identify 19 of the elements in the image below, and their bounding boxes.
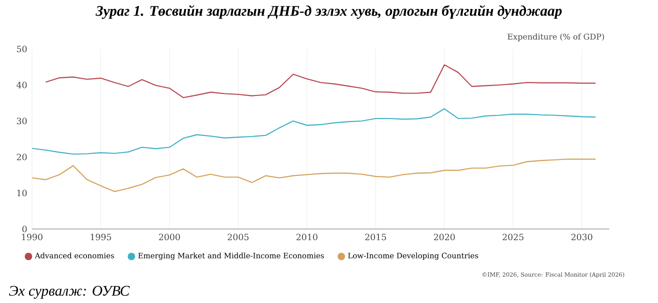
x-tick-label: 2020 (434, 234, 455, 240)
x-tick-label: 2000 (159, 234, 180, 240)
x-tick-label: 1990 (22, 234, 42, 240)
y-tick-label: 50 (17, 46, 27, 52)
x-tick-label: 2025 (502, 234, 524, 240)
x-tick-label: 2015 (365, 234, 386, 240)
y-tick-label: 0 (22, 226, 27, 232)
x-tick-label: 2005 (228, 234, 249, 240)
y-tick-label: 30 (16, 118, 27, 124)
chart-title: Зураг 1. Төсвийн зарлагын ДНБ-д эзлэх хувь, орлогын бүлгийн дунджаар (96, 5, 562, 19)
y-tick-label: 40 (16, 82, 27, 88)
text: Эх сурвалж: ОУВС (9, 286, 130, 299)
x-tick-label: 2030 (571, 234, 592, 240)
y-tick-label: 10 (17, 190, 27, 196)
x-tick-label: 1995 (90, 234, 112, 240)
y-tick-label: 20 (16, 154, 27, 160)
x-tick-label: 2010 (296, 234, 318, 240)
y-axis-title: Expenditure (% of GDP) (508, 33, 604, 42)
line-series (32, 108, 596, 155)
